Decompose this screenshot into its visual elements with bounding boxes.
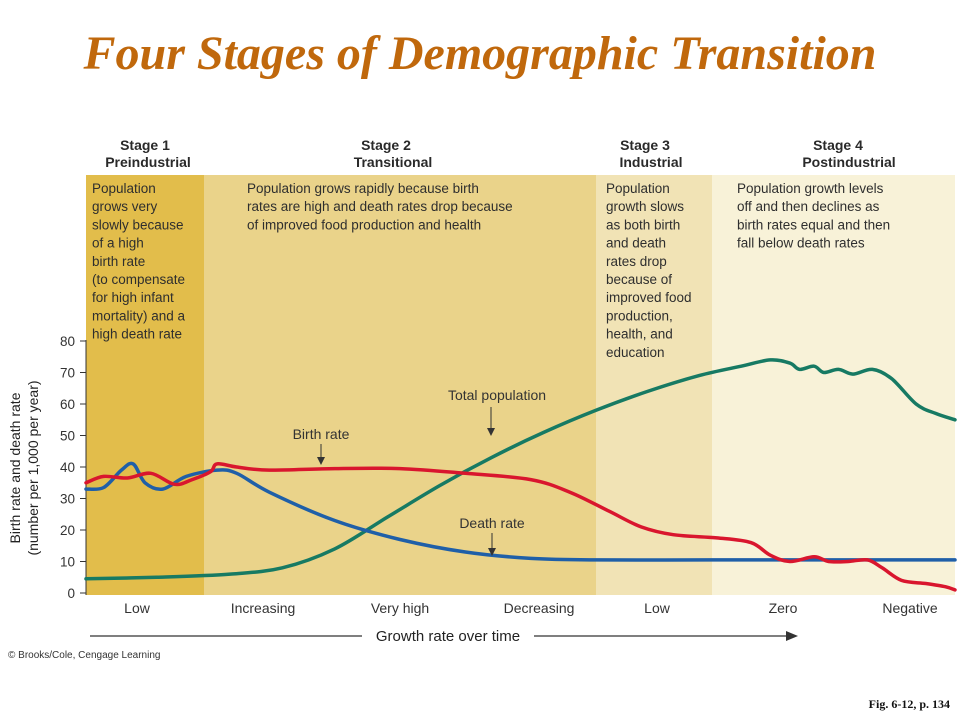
stage-3-name: Industrial [619, 154, 682, 170]
stage-3-description-line: health, and [606, 327, 673, 342]
stage-2-description: Population grows rapidly because birth ra… [247, 181, 513, 232]
y-tick-label: 70 [60, 366, 75, 381]
stage-1-description-line: (to compensate [92, 272, 185, 287]
x-category-label: Decreasing [504, 600, 575, 616]
annotations: Total population Birth rate Death rate [293, 387, 546, 556]
stage-4-name: Postindustrial [802, 154, 895, 170]
stage-4-description-line: off and then declines as [737, 199, 880, 214]
stage-4-background [712, 175, 955, 595]
stage-1-description-line: birth rate [92, 254, 145, 269]
stage-1-background [86, 175, 204, 595]
x-category-label: Increasing [231, 600, 296, 616]
y-tick-label: 40 [60, 460, 75, 475]
stage-3-description: Population growth slows as both birth and d… [606, 181, 692, 360]
stage-1-description-line: slowly because [92, 217, 184, 232]
figure-reference: Fig. 6-12, p. 134 [868, 697, 950, 711]
copyright-credit: © Brooks/Cole, Cengage Learning [8, 650, 161, 661]
stage-1-description-line: grows very [92, 199, 158, 214]
stage-3-description-line: because of [606, 272, 672, 287]
stage-3-description-line: education [606, 345, 665, 360]
x-category-label: Zero [769, 600, 798, 616]
death-rate-annotation: Death rate [459, 515, 525, 531]
y-tick-label: 80 [60, 334, 75, 349]
y-axis-label-line1: Birth rate and death rate [7, 392, 23, 543]
stage-1-number: Stage 1 [120, 137, 170, 153]
stage-3-description-line: growth slows [606, 199, 684, 214]
stage-1-description-line: mortality) and a [92, 308, 186, 323]
x-category-label: Low [124, 600, 151, 616]
stage-headers: Stage 1 Preindustrial Stage 2 Transition… [105, 137, 895, 170]
y-tick-label: 0 [67, 586, 75, 601]
y-axis-label-line2: (number per 1,000 per year) [25, 380, 41, 555]
y-tick-label: 50 [60, 429, 75, 444]
stage-3-description-line: rates drop [606, 254, 667, 269]
y-tick-label: 60 [60, 397, 75, 412]
stage-2-description-line: rates are high and death rates drop beca… [247, 199, 513, 214]
birth-rate-line [84, 462, 957, 592]
stage-1-name: Preindustrial [105, 154, 191, 170]
total-population-line [84, 358, 957, 581]
x-axis-arrow: Growth rate over time [90, 628, 798, 645]
birth-rate-arrow-head [317, 457, 325, 465]
birth-rate-annotation: Birth rate [293, 426, 350, 442]
stage-backgrounds [86, 175, 955, 595]
x-category-label: Low [644, 600, 671, 616]
x-axis-label: Growth rate over time [376, 628, 520, 645]
stage-4-description-line: Population growth levels [737, 181, 884, 196]
stage-3-description-line: as both birth [606, 217, 680, 232]
stage-3-description-line: Population [606, 181, 670, 196]
stage-4-number: Stage 4 [813, 137, 863, 153]
stage-1-description-line: of a high [92, 236, 144, 251]
x-axis-categories: Low Increasing Very high Decreasing Low Zero N… [124, 600, 938, 616]
slide-title: Four Stages of Demographic Transition [83, 27, 877, 80]
stage-2-name: Transitional [354, 154, 433, 170]
x-axis-arrow-head [786, 631, 798, 641]
stage-4-description-line: birth rates equal and then [737, 217, 890, 232]
stage-1-description: Population grows very slowly because of a h… [92, 181, 186, 342]
y-tick-label: 20 [60, 523, 75, 538]
stage-2-background [204, 175, 596, 595]
death-rate-line [84, 461, 957, 562]
series-lines [84, 358, 957, 592]
stage-1-description-line: high death rate [92, 327, 182, 342]
stage-3-background [596, 175, 712, 595]
stage-2-description-line: Population grows rapidly because birth [247, 181, 479, 196]
total-population-arrow-head [487, 428, 495, 436]
stage-2-number: Stage 2 [361, 137, 411, 153]
stage-3-description-line: production, [606, 308, 673, 323]
stage-3-description-line: and death [606, 236, 666, 251]
stage-1-description-line: Population [92, 181, 156, 196]
death-rate-arrow-head [488, 548, 496, 556]
stage-4-description: Population growth levels off and then dec… [737, 181, 890, 251]
y-tick-label: 10 [60, 555, 75, 570]
total-population-annotation: Total population [448, 387, 546, 403]
stage-3-number: Stage 3 [620, 137, 670, 153]
x-category-label: Very high [371, 600, 429, 616]
y-axis: 0 10 20 30 40 50 60 70 80 [60, 334, 87, 601]
stage-2-description-line: of improved food production and health [247, 217, 481, 232]
stage-1-description-line: for high infant [92, 290, 174, 305]
x-category-label: Negative [882, 600, 937, 616]
stage-3-description-line: improved food [606, 290, 692, 305]
y-tick-label: 30 [60, 492, 75, 507]
stage-4-description-line: fall below death rates [737, 236, 865, 251]
